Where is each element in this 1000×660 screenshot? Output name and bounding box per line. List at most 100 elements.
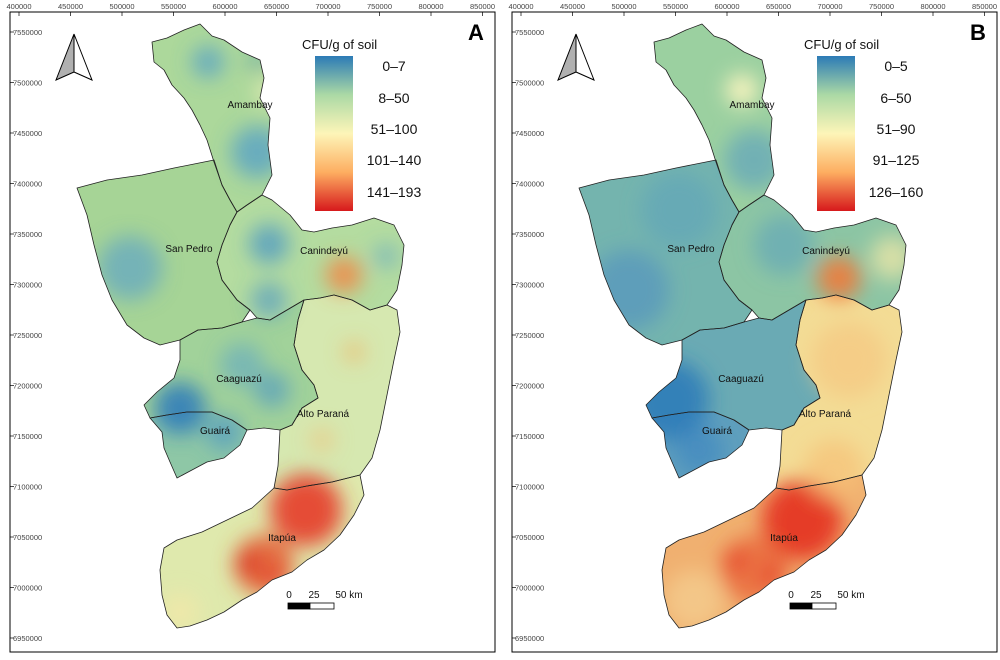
y-tick-label: 7400000 (13, 180, 42, 189)
region-label-5: Guairá (702, 426, 732, 437)
legend-class-0: 0–7 (382, 58, 406, 74)
y-tick-label: 7500000 (515, 79, 544, 88)
region-fill-1 (77, 160, 250, 345)
y-tick-label: 7100000 (515, 483, 544, 492)
heat-spot (804, 440, 864, 500)
heat-spot (220, 343, 264, 387)
x-tick-label: 800000 (920, 2, 945, 11)
x-tick-label: 550000 (161, 2, 186, 11)
legend-class-4: 126–160 (869, 184, 924, 200)
x-tick-label: 450000 (560, 2, 585, 11)
x-tick-label: 700000 (315, 2, 340, 11)
heat-spot (326, 257, 362, 293)
y-tick-label: 7000000 (13, 584, 42, 593)
region-boundary-5 (149, 411, 248, 479)
legend-color-bar (315, 56, 353, 211)
x-tick-label: 800000 (418, 2, 443, 11)
y-tick-label: 7050000 (13, 533, 42, 542)
boundaries-layer (76, 23, 405, 629)
legend-class-0: 0–5 (884, 58, 908, 74)
y-tick-label: 7300000 (515, 281, 544, 290)
region-boundary-6 (661, 474, 867, 629)
region-label-4: Alto Paraná (297, 409, 350, 420)
y-tick-label: 7250000 (515, 331, 544, 340)
map-panel-a: 400000 450000 500000 550000 600000 650000 7000… (2, 0, 497, 658)
x-tick-label: 450000 (58, 2, 83, 11)
heat-spot (726, 550, 746, 570)
y-tick-label: 7050000 (515, 533, 544, 542)
heat-spot (724, 130, 784, 190)
heat-spot (641, 172, 717, 248)
region-label-6: Itapúa (268, 533, 296, 544)
panel-letter: A (468, 20, 484, 45)
north-arrow-icon (557, 33, 595, 81)
y-tick-label: 7200000 (515, 382, 544, 391)
region-fill-4 (274, 295, 400, 490)
region-label-0: Amambay (729, 100, 774, 111)
legend-title: CFU/g of soil (804, 37, 879, 52)
region-boundary-6 (159, 474, 365, 629)
y-tick-label: 7450000 (13, 129, 42, 138)
heat-spot (374, 244, 398, 268)
x-tick-label: 400000 (6, 2, 31, 11)
y-tick-label: 7150000 (515, 432, 544, 441)
heat-spot (270, 474, 342, 546)
x-tick-label: 550000 (663, 2, 688, 11)
legend: CFU/g of soil 0–5 6–50 51–90 91–125 126–160 (804, 37, 923, 211)
scale-label-1: 25 (810, 590, 822, 601)
region-label-6: Itapúa (770, 533, 798, 544)
heat-spot (249, 224, 289, 264)
y-tick-label: 7550000 (515, 28, 544, 37)
heat-spot (726, 74, 758, 106)
y-tick-label: 7500000 (13, 79, 42, 88)
heat-spot (206, 414, 242, 450)
legend-class-2: 51–90 (877, 121, 916, 137)
heat-spot (754, 215, 814, 275)
region-label-1: San Pedro (667, 244, 715, 255)
panel-letter: B (970, 20, 986, 45)
y-tick-label: 6950000 (13, 634, 42, 643)
scale-label-1: 25 (308, 590, 320, 601)
heatmap-layer (98, 46, 398, 628)
legend-class-1: 8–50 (378, 90, 409, 106)
legend-class-4: 141–193 (367, 184, 422, 200)
heat-spot (310, 428, 334, 452)
x-tick-label: 500000 (611, 2, 636, 11)
y-tick-label: 7150000 (13, 432, 42, 441)
y-tick-label: 7100000 (13, 483, 42, 492)
x-tick-label: 600000 (212, 2, 237, 11)
heat-spot (254, 372, 290, 408)
y-tick-label: 7000000 (515, 584, 544, 593)
legend: CFU/g of soil 0–7 8–50 51–100 101–140 141–193 (302, 37, 421, 211)
x-tick-label: 650000 (766, 2, 791, 11)
legend-title: CFU/g of soil (302, 37, 377, 52)
y-tick-label: 7350000 (515, 230, 544, 239)
scale-label-0: 0 (788, 590, 794, 601)
x-tick-label: 750000 (869, 2, 894, 11)
heat-spot (664, 570, 724, 628)
y-tick-label: 7400000 (515, 180, 544, 189)
y-tick-label: 7200000 (13, 382, 42, 391)
region-label-2: Canindeyú (802, 246, 850, 257)
heat-spot (154, 382, 206, 434)
map-svg-a: 400000 450000 500000 550000 600000 650000 7000… (6, 2, 496, 653)
y-tick-label: 7250000 (13, 331, 42, 340)
region-label-3: Caaguazú (216, 374, 262, 385)
y-tick-label: 7450000 (515, 129, 544, 138)
heat-spot (817, 256, 861, 300)
scale-label-0: 0 (286, 590, 292, 601)
y-tick-label: 7350000 (13, 230, 42, 239)
region-label-4: Alto Paraná (799, 409, 852, 420)
legend-class-1: 6–50 (880, 90, 911, 106)
x-tick-label: 850000 (470, 2, 495, 11)
map-panel-b: 400000 450000 500000 550000 600000 650000 7000… (504, 0, 999, 658)
y-tick-label: 7300000 (13, 281, 42, 290)
y-tick-label: 6950000 (515, 634, 544, 643)
heat-spot (762, 480, 842, 560)
scale-bar: 0 25 50 km (788, 590, 865, 610)
boundaries-layer (578, 23, 907, 629)
y-tick-label: 7550000 (13, 28, 42, 37)
region-label-2: Canindeyú (300, 246, 348, 257)
region-boundary-5 (651, 411, 750, 479)
x-tick-label: 700000 (817, 2, 842, 11)
